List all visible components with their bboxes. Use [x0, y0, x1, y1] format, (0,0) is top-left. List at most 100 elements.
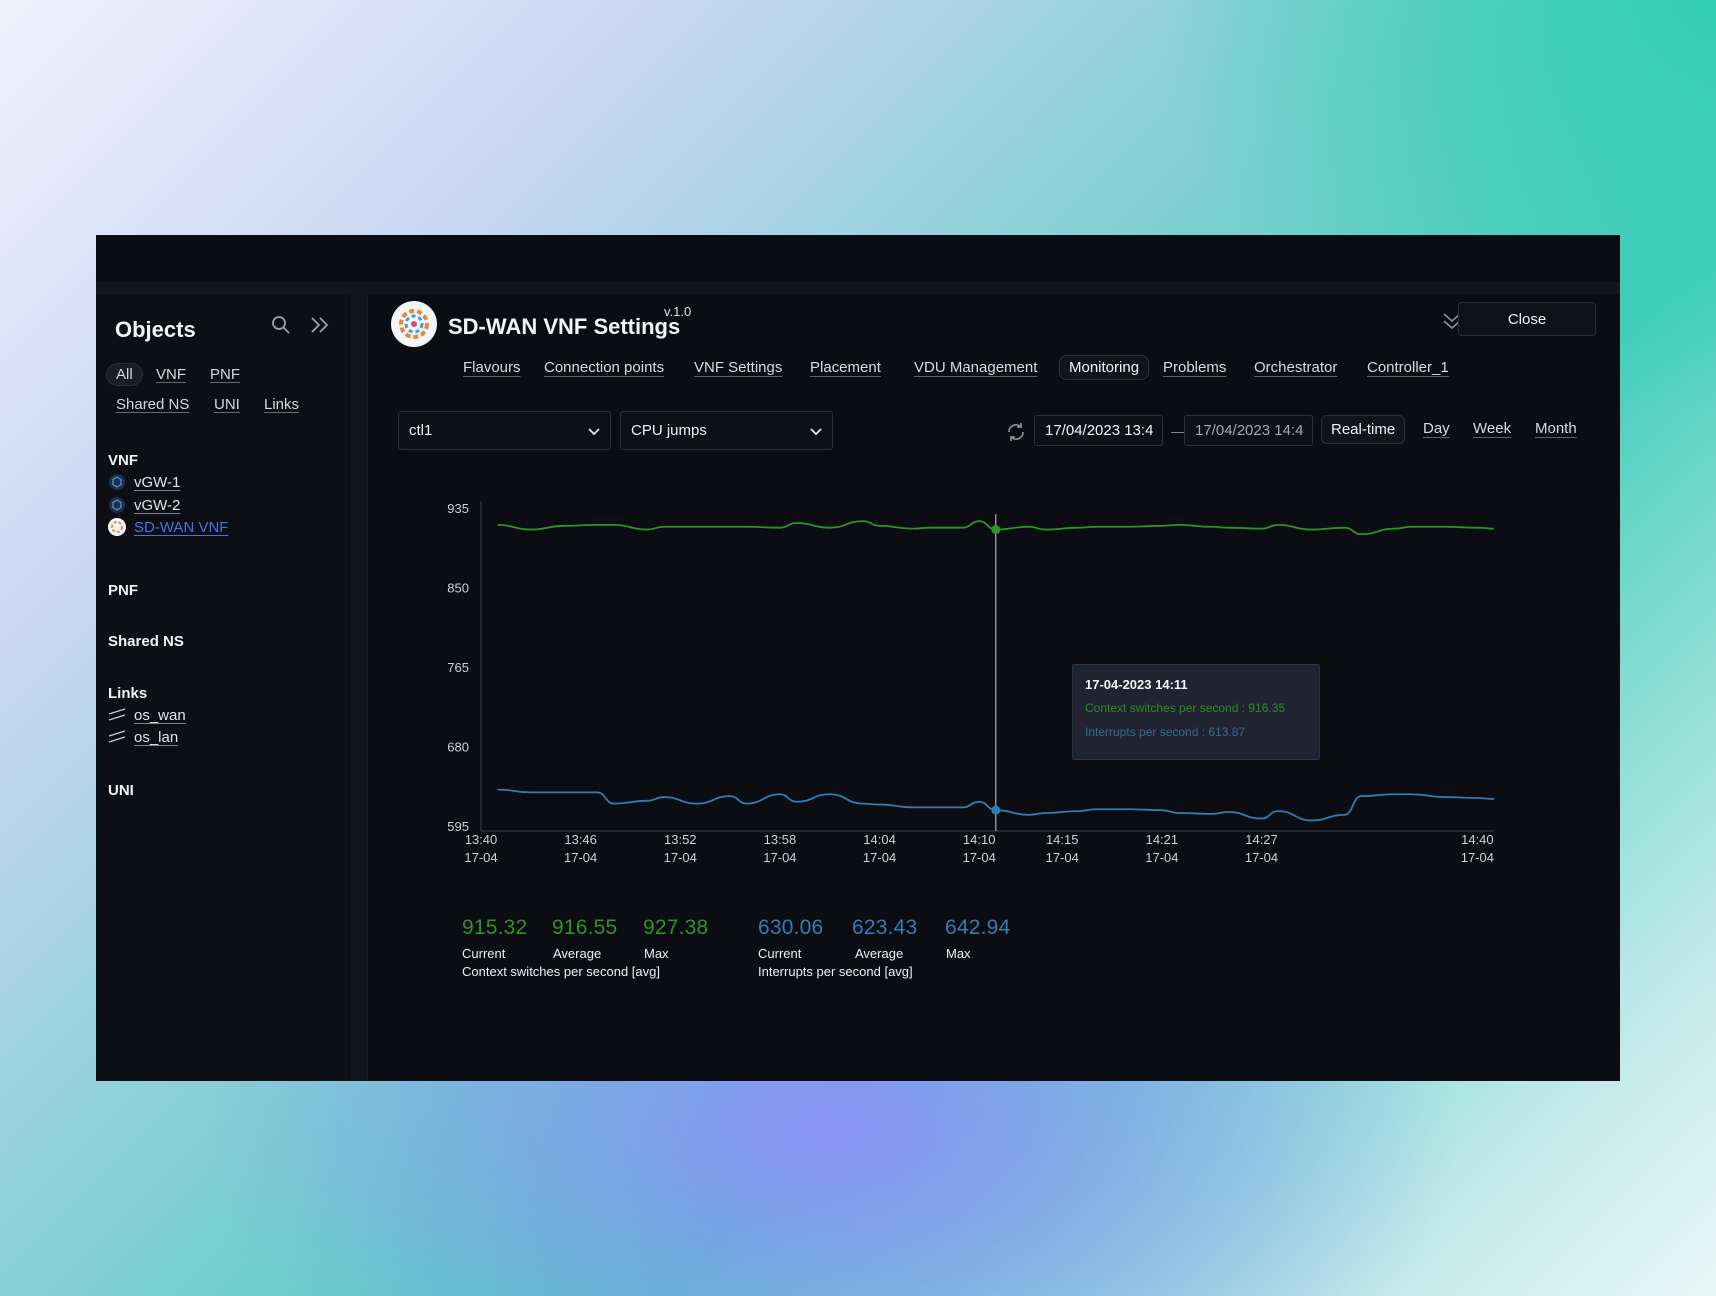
y-tick-label: 595 — [447, 819, 469, 834]
close-button[interactable]: Close — [1458, 302, 1596, 336]
filter-uni[interactable]: UNI — [214, 396, 240, 413]
chart-tooltip: 17-04-2023 14:11 Context switches per se… — [1072, 664, 1320, 760]
x-tick-label: 13:46 — [564, 832, 597, 847]
group-vnf: VNF — [108, 452, 138, 469]
group-links: Links — [108, 685, 148, 702]
x-tick-label: 14:40 — [1461, 832, 1494, 847]
collapse-icon[interactable] — [1441, 310, 1463, 332]
link-icon — [108, 728, 126, 746]
app-window: Objects All VNF PNF Shared NS UNI Links … — [96, 235, 1620, 1081]
divider — [351, 294, 367, 1081]
context-current-label: Current — [462, 946, 506, 961]
filter-all[interactable]: All — [106, 363, 143, 386]
interrupts-hover-point — [991, 805, 1001, 815]
x-tick-label: 13:52 — [664, 832, 697, 847]
x-tick-date-label: 17-04 — [464, 850, 497, 865]
range-week[interactable]: Week — [1473, 420, 1512, 437]
link-icon — [108, 706, 126, 724]
x-tick-label: 14:21 — [1146, 832, 1179, 847]
tree-item-label: os_wan — [134, 706, 186, 724]
y-tick-label: 850 — [447, 581, 469, 596]
context-average-value: 916.55 — [552, 916, 618, 939]
metric-select-value: CPU jumps — [631, 422, 707, 439]
interrupts-current-label: Current — [758, 946, 802, 961]
group-uni: UNI — [108, 782, 134, 799]
x-tick-date-label: 17-04 — [1245, 850, 1278, 865]
tab-connection-points[interactable]: Connection points — [544, 359, 665, 376]
sd-wan-logo-icon — [391, 301, 437, 347]
tree-item-label: SD-WAN VNF — [134, 518, 229, 536]
tooltip-time: 17-04-2023 14:11 — [1085, 677, 1188, 692]
objects-sidebar: Objects All VNF PNF Shared NS UNI Links … — [96, 294, 351, 1081]
tree-item-os-lan[interactable]: os_lan — [108, 727, 178, 747]
range-month[interactable]: Month — [1535, 420, 1577, 437]
tooltip-context-switches: Context switches per second : 916.35 — [1085, 701, 1286, 715]
gateway-icon — [108, 496, 126, 514]
tab-orchestrator[interactable]: Orchestrator — [1254, 359, 1338, 376]
y-tick-label: 935 — [447, 501, 469, 516]
interrupts-average-value: 623.43 — [852, 916, 918, 939]
interrupts-average-label: Average — [855, 946, 904, 961]
metric-select[interactable]: CPU jumps — [620, 411, 833, 450]
x-tick-label: 14:10 — [963, 832, 996, 847]
context-caption: Context switches per second [avg] — [462, 964, 660, 979]
x-tick-label: 14:15 — [1046, 832, 1079, 847]
tab-placement[interactable]: Placement — [810, 359, 881, 376]
context-max-label: Max — [644, 946, 669, 961]
x-tick-date-label: 17-04 — [763, 850, 796, 865]
tooltip-interrupts: Interrupts per second : 613.87 — [1085, 725, 1246, 739]
range-real-time[interactable]: Real-time — [1321, 415, 1406, 444]
version-label: v.1.0 — [664, 304, 692, 319]
expand-icon[interactable] — [308, 314, 332, 338]
context-average-label: Average — [553, 946, 602, 961]
date-from-input[interactable]: 17/04/2023 13:4 — [1034, 415, 1163, 446]
tab-flavours[interactable]: Flavours — [463, 359, 521, 376]
instance-select[interactable]: ctl1 — [398, 411, 611, 450]
group-pnf: PNF — [108, 582, 138, 599]
filter-vnf[interactable]: VNF — [156, 366, 186, 383]
filter-shared-ns[interactable]: Shared NS — [116, 396, 190, 413]
search-icon[interactable] — [270, 314, 294, 338]
tab-controller-1[interactable]: Controller_1 — [1367, 359, 1449, 376]
divider — [96, 282, 1620, 294]
x-tick-date-label: 17-04 — [1145, 850, 1178, 865]
filter-links[interactable]: Links — [264, 396, 300, 413]
interrupts-max-value: 642.94 — [945, 916, 1011, 939]
settings-panel: SD-WAN VNF Settings v.1.0 Close Flavours… — [367, 294, 1620, 1081]
tree-item-label: os_lan — [134, 728, 179, 746]
tree-item-label: vGW-1 — [134, 473, 181, 491]
date-to-input[interactable]: 17/04/2023 14:4 — [1184, 415, 1313, 446]
x-tick-label: 14:27 — [1245, 832, 1278, 847]
interrupts-current-value: 630.06 — [758, 916, 824, 939]
chevron-down-icon — [586, 423, 602, 439]
tab-vnf-settings[interactable]: VNF Settings — [694, 359, 783, 376]
x-tick-date-label: 17-04 — [1461, 850, 1494, 865]
x-tick-label: 13:58 — [764, 832, 797, 847]
tab-monitoring[interactable]: Monitoring — [1059, 355, 1150, 380]
interrupts-caption: Interrupts per second [avg] — [758, 964, 913, 979]
group-shared-ns: Shared NS — [108, 633, 184, 650]
tree-item-vgw-2[interactable]: vGW-2 — [108, 495, 180, 515]
tab-problems[interactable]: Problems — [1163, 359, 1227, 376]
tab-vdu-management[interactable]: VDU Management — [914, 359, 1038, 376]
top-bar — [96, 235, 1620, 282]
tree-item-sd-wan-vnf[interactable]: SD-WAN VNF — [108, 517, 228, 537]
x-tick-date-label: 17-04 — [1046, 850, 1079, 865]
sidebar-title: Objects — [115, 317, 196, 342]
filter-pnf[interactable]: PNF — [210, 366, 240, 383]
range-day[interactable]: Day — [1423, 420, 1450, 437]
instance-select-value: ctl1 — [409, 422, 433, 439]
gateway-icon — [108, 473, 126, 491]
interrupts-max-label: Max — [946, 946, 971, 961]
context-max-value: 927.38 — [643, 916, 709, 939]
x-tick-label: 14:04 — [863, 832, 896, 847]
context-switches-hover-point — [991, 525, 1001, 535]
y-tick-label: 765 — [447, 660, 469, 675]
date-separator: — — [1171, 423, 1185, 439]
refresh-icon[interactable] — [1005, 421, 1027, 443]
tree-item-vgw-1[interactable]: vGW-1 — [108, 472, 180, 492]
tree-item-os-wan[interactable]: os_wan — [108, 705, 186, 725]
x-tick-date-label: 17-04 — [564, 850, 597, 865]
y-tick-label: 680 — [447, 740, 469, 755]
